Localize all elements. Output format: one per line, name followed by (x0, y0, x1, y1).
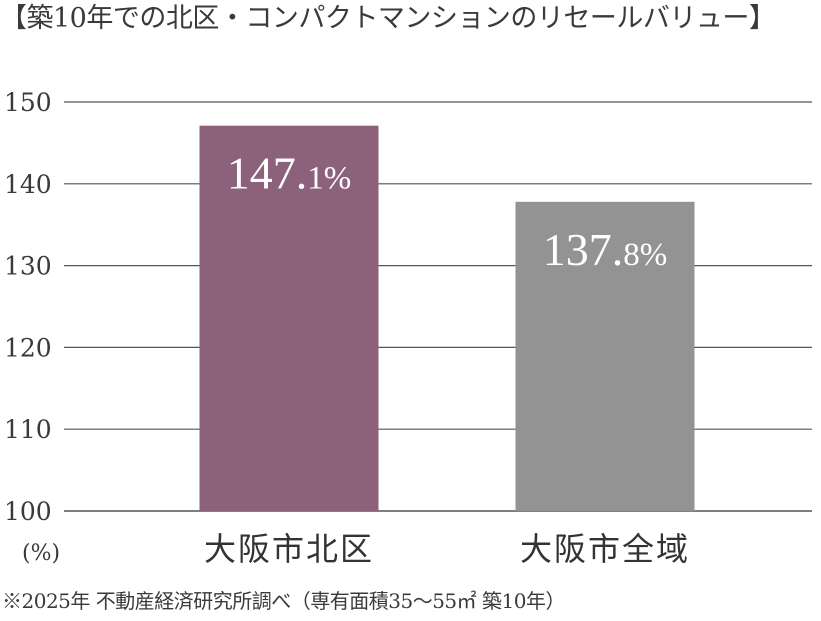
data-label-main: 147. (227, 148, 308, 199)
data-label-decimal: 8% (623, 237, 667, 273)
y-axis-unit-label: (%) (22, 541, 60, 566)
data-label-decimal: 1% (307, 161, 351, 197)
bar-1 (199, 125, 379, 512)
bars (199, 125, 695, 512)
gridlines (64, 101, 812, 512)
data-label-main: 137. (543, 224, 624, 275)
source-note: ※2025年 不動産経済研究所調べ（専有面積35～55㎡ 築10年） (2, 589, 565, 613)
y-axis-ticks: 100 110 120 130 140 150 (4, 88, 52, 526)
category-label-2: 大阪市全域 (520, 530, 690, 568)
y-tick-label: 140 (4, 170, 52, 199)
y-tick-label: 100 (4, 497, 52, 526)
y-tick-label: 130 (4, 252, 52, 281)
chart-title: 【築10年での北区・コンパクトマンションのリセールバリュー】 (0, 3, 776, 34)
y-tick-label: 110 (4, 415, 52, 444)
data-labels: 147.1% 137.8% (227, 148, 668, 275)
bar-2 (515, 201, 695, 511)
category-label-1: 大阪市北区 (204, 530, 374, 568)
data-label-1: 147.1% (227, 148, 352, 199)
y-tick-label: 120 (4, 333, 52, 362)
x-axis-categories: 大阪市北区 大阪市全域 (204, 530, 690, 568)
data-label-2: 137.8% (543, 224, 668, 275)
y-tick-label: 150 (4, 88, 52, 117)
